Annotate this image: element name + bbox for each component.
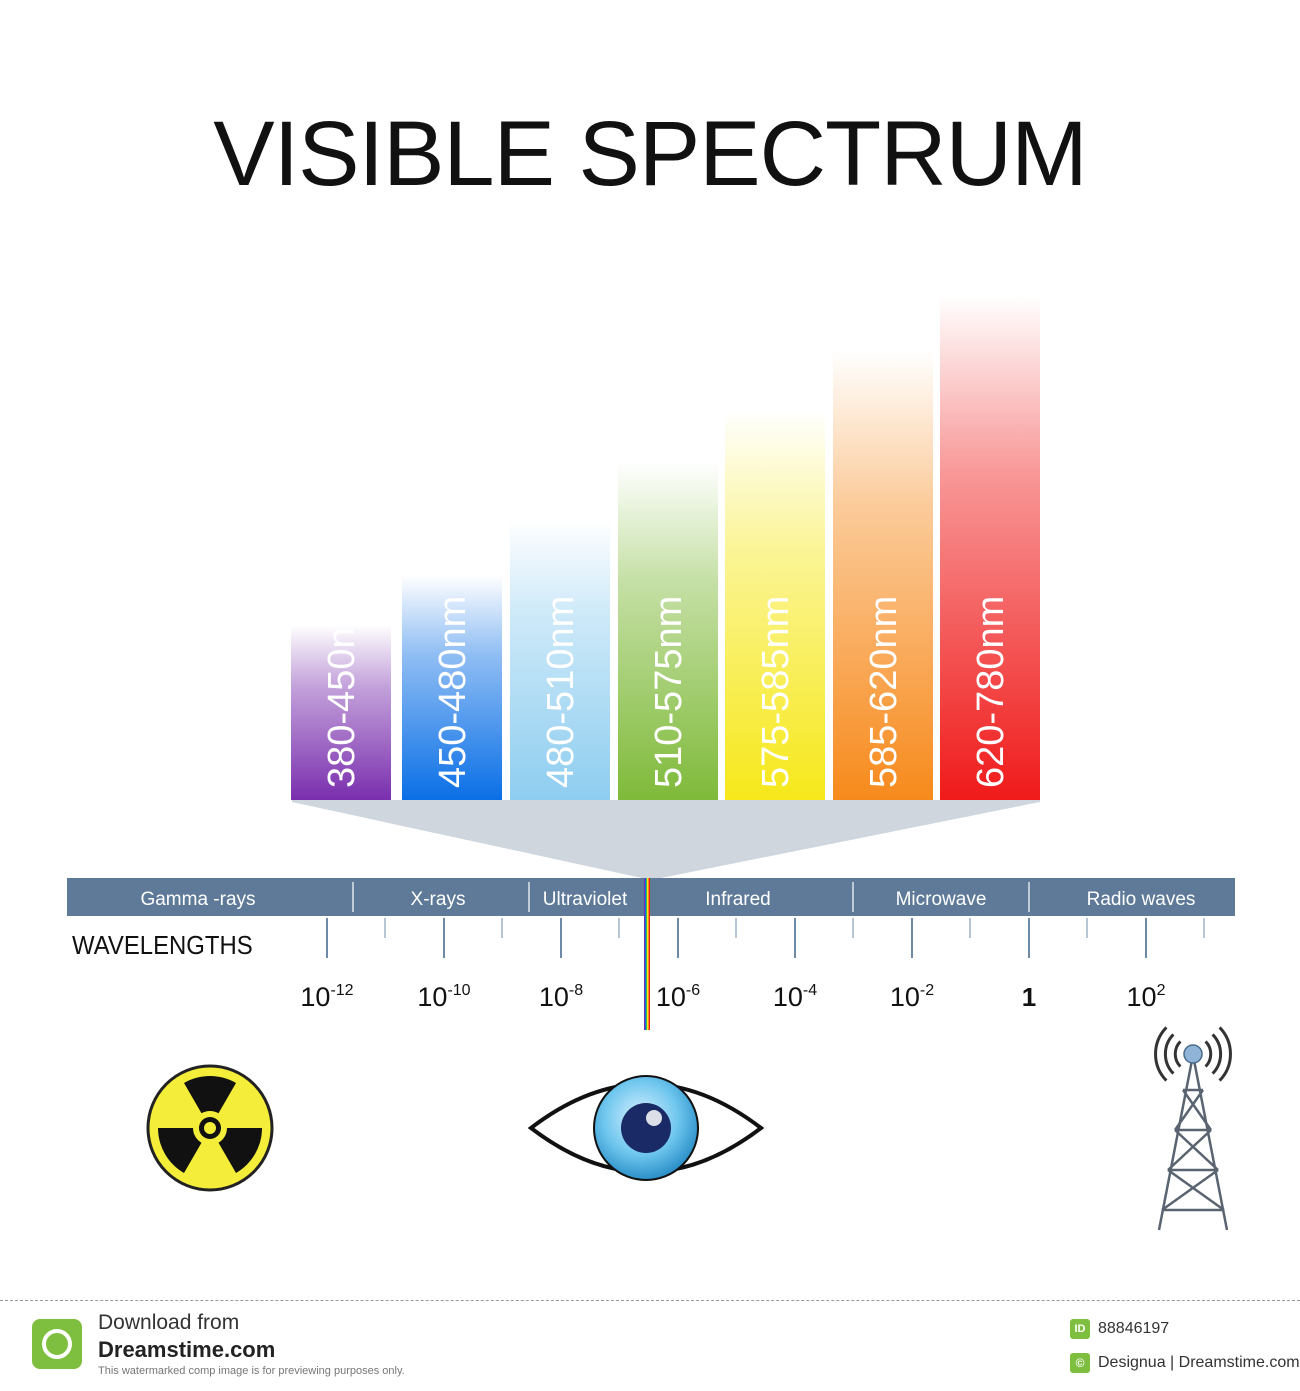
bar-label: 380-450nm	[321, 596, 363, 788]
em-spectrum-band	[67, 878, 1235, 916]
author-credit: Designua | Dreamstime.com	[1098, 1354, 1300, 1371]
bar-label: 575-585nm	[755, 596, 797, 788]
id-badge: ID	[1070, 1319, 1090, 1339]
region-label: X-rays	[411, 889, 466, 910]
region-label: Radio waves	[1087, 889, 1196, 910]
bar-label: 620-780nm	[970, 596, 1012, 788]
radio-tower-icon	[1154, 1026, 1232, 1231]
wavelengths-label: WAVELENGTHS	[72, 930, 253, 960]
spectrum-bar	[618, 462, 718, 800]
download-text: Download from	[98, 1311, 240, 1334]
radiation-icon	[146, 1064, 274, 1192]
image-id: 88846197	[1098, 1320, 1170, 1337]
scale-label: 10-12	[300, 982, 353, 1012]
bar-label: 510-575nm	[648, 596, 690, 788]
watermark-note: This watermarked comp image is for previ…	[98, 1365, 405, 1377]
visible-light-line	[644, 878, 645, 1030]
spectrum-bar	[833, 350, 933, 800]
scale-label: 10-4	[773, 982, 817, 1012]
region-label: Gamma -rays	[140, 889, 255, 910]
eye-icon	[527, 1075, 765, 1181]
visible-light-line	[645, 878, 646, 1030]
bar-label: 585-620nm	[863, 596, 905, 788]
visible-light-line	[646, 878, 647, 1030]
region-label: Ultraviolet	[543, 889, 628, 910]
spectrum-bar	[940, 295, 1040, 800]
dreamstime-logo-icon	[32, 1319, 82, 1369]
visible-band-funnel	[292, 800, 1040, 880]
spectrum-bar	[510, 520, 610, 800]
copyright-icon: ©	[1070, 1353, 1090, 1373]
spectrum-bar	[402, 575, 502, 800]
site-link[interactable]: Dreamstime.com	[98, 1337, 276, 1362]
bar-label: 480-510nm	[540, 596, 582, 788]
scale-label: 10-8	[539, 982, 583, 1012]
scale-label: 10-6	[656, 982, 700, 1012]
region-label: Microwave	[896, 889, 987, 910]
watermark-footer: Download from Dreamstime.com This waterm…	[0, 1300, 1300, 1391]
region-label: Infrared	[705, 889, 770, 910]
page-title: VISIBLE SPECTRUM	[213, 103, 1088, 205]
scale-label: 102	[1127, 982, 1166, 1012]
bar-label: 450-480nm	[432, 596, 474, 788]
spectrum-bar	[291, 625, 391, 800]
visible-light-line	[649, 878, 650, 1030]
visible-light-line	[648, 878, 649, 1030]
spectrum-bar	[725, 410, 825, 800]
visible-light-line	[647, 878, 648, 1030]
scale-label: 1	[1022, 982, 1036, 1012]
scale-label: 10-2	[890, 982, 934, 1012]
spectrum-graphic: 380-450nm 450-480nm 480-510nm 510-575nm 575-…	[67, 295, 1235, 1231]
scale-label: 10-10	[417, 982, 470, 1012]
